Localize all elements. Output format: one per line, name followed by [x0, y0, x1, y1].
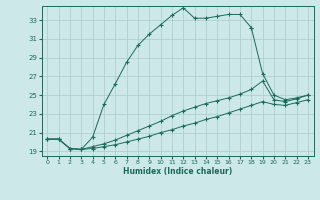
X-axis label: Humidex (Indice chaleur): Humidex (Indice chaleur) — [123, 167, 232, 176]
